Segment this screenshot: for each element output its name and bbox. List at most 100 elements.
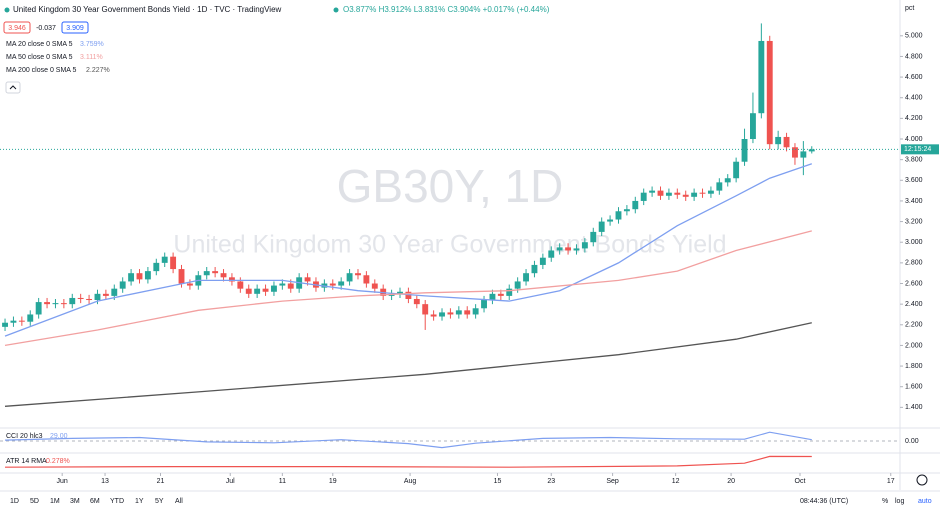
y-tick-label: 4.200	[905, 115, 923, 122]
x-tick-label: Aug	[404, 478, 417, 485]
x-tick-label: 17	[887, 478, 895, 485]
candle-body	[128, 273, 135, 282]
x-tick-label: 19	[329, 478, 337, 485]
y-tick-label: 4.600	[905, 74, 923, 81]
candle-body	[18, 320, 25, 322]
collapse-icon	[9, 85, 17, 90]
candle-body	[775, 136, 782, 145]
x-tick-label: 11	[279, 478, 286, 485]
candle-body	[691, 192, 698, 197]
range-button[interactable]: 3M	[70, 498, 80, 505]
indicator-value: 0.278%	[46, 458, 70, 465]
candle-body	[565, 247, 572, 251]
collapse-button[interactable]	[5, 81, 21, 94]
candle-body	[102, 293, 109, 296]
buy-price: 3.909	[66, 25, 84, 32]
buy-box[interactable]	[61, 21, 89, 34]
y-tick-label: 3.200	[905, 218, 923, 225]
indicator-line	[4, 431, 812, 449]
candle-body	[170, 256, 177, 270]
candle-body	[153, 262, 160, 272]
candle-body	[733, 161, 740, 179]
candle-body	[758, 40, 765, 114]
candle-body	[245, 288, 252, 294]
candle-body	[237, 281, 244, 289]
sell-box[interactable]	[3, 21, 31, 34]
candle-body	[136, 273, 143, 280]
legend-value: 2.227%	[86, 67, 110, 74]
candle-body	[750, 113, 756, 140]
candle-body	[623, 209, 630, 212]
y-tick-label: 1.400	[905, 404, 923, 411]
legend-name: MA 50 close 0 SMA 5	[6, 54, 73, 61]
live-dot	[4, 7, 10, 13]
range-button[interactable]: 1Y	[135, 498, 144, 505]
candle-body	[186, 283, 193, 286]
candle-body	[741, 139, 748, 162]
candle-body	[371, 283, 378, 289]
candle-body	[413, 298, 420, 305]
candle-body	[615, 211, 622, 220]
candle-body	[254, 288, 261, 294]
scale-option[interactable]: auto	[918, 498, 932, 505]
candle-body	[422, 304, 429, 315]
candle-body	[27, 314, 34, 322]
candle-body	[481, 300, 487, 309]
candle-body	[464, 310, 471, 315]
candle-body	[228, 277, 235, 282]
candle-body	[506, 288, 513, 296]
range-button[interactable]: 1M	[50, 498, 60, 505]
candle-body	[69, 297, 76, 305]
scale-option[interactable]: log	[895, 498, 904, 505]
candle-body	[674, 192, 681, 195]
candle-body	[523, 273, 529, 282]
range-button[interactable]: 1D	[10, 498, 19, 505]
range-button[interactable]: YTD	[110, 498, 124, 505]
x-tick-label: 21	[157, 478, 165, 485]
candle-body	[338, 281, 345, 286]
candle-body	[329, 283, 336, 286]
candle-body	[119, 281, 126, 289]
y-tick-label: 1.600	[905, 384, 923, 391]
candle-body	[556, 247, 563, 251]
candle-body	[279, 283, 286, 286]
candle-body	[355, 273, 361, 276]
legend-name: MA 20 close 0 SMA 5	[6, 41, 73, 48]
candle-body	[346, 273, 353, 282]
indicator-value: 29.00	[50, 433, 68, 440]
range-button[interactable]: 5Y	[155, 498, 164, 505]
header-ohlc: O3.877% H3.912% L3.831% C3.904% +0.017% …	[343, 5, 550, 14]
candle-body	[640, 192, 647, 201]
last-price-box	[901, 144, 939, 155]
candle-body	[581, 242, 588, 249]
x-tick-label: Jun	[57, 478, 68, 485]
watermark-name: United Kingdom 30 Year Government Bonds …	[173, 231, 726, 259]
candle-body	[94, 293, 101, 301]
range-button[interactable]: 5D	[30, 498, 39, 505]
candle-body	[111, 288, 118, 296]
range-button[interactable]: All	[175, 498, 183, 505]
range-button[interactable]: 6M	[90, 498, 100, 505]
candle-body	[60, 303, 67, 305]
y-tick-label: 3.000	[905, 239, 923, 246]
candle-body	[489, 293, 496, 301]
y-tick-label: 2.000	[905, 342, 923, 349]
candle-body	[430, 314, 437, 317]
scale-option[interactable]: %	[882, 498, 888, 505]
y-tick-label: 2.600	[905, 280, 923, 287]
candle-body	[363, 275, 370, 284]
candle-body	[397, 291, 403, 294]
candle-body	[178, 269, 185, 284]
candle-body	[2, 322, 8, 327]
candle-body	[724, 178, 731, 183]
candle-body	[766, 40, 773, 145]
candle-body	[792, 147, 798, 158]
candle-body	[405, 291, 412, 299]
indicator-tick-label: 0.00	[905, 438, 919, 445]
candle-body	[304, 277, 311, 282]
candle-body	[573, 248, 580, 251]
settings-icon[interactable]	[916, 474, 928, 486]
candle-body	[800, 151, 807, 158]
x-tick-label: Oct	[795, 478, 806, 485]
